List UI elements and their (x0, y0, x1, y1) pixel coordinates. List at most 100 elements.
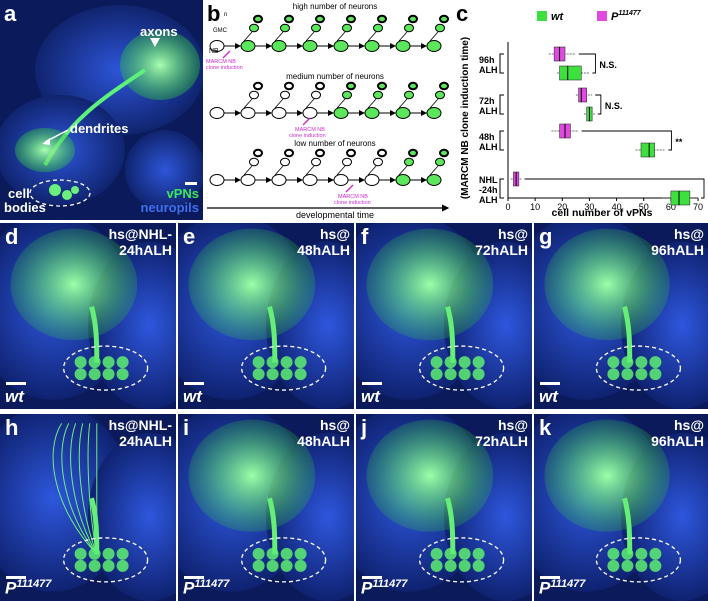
neuron-cell (253, 14, 263, 24)
scale-bar (184, 576, 204, 579)
panel-g-micrograph: g hs@ 96hALH wt (534, 223, 708, 409)
division-arrow (336, 98, 346, 109)
panel-h-image (0, 414, 176, 601)
neuroblast-cell (333, 40, 349, 52)
neuroblast-cell (333, 174, 349, 186)
panel-a-label: a (4, 1, 17, 26)
division-arrow (367, 31, 377, 42)
panel-j-label: j (361, 415, 368, 440)
time-axis-label: developmental time (296, 210, 374, 220)
gmc-cell (404, 23, 414, 33)
neuron-cell (253, 148, 263, 158)
panel-e-label: e (183, 224, 196, 249)
neuroblast-cell (240, 174, 256, 186)
panel-f-image (356, 223, 532, 409)
panel-j-micrograph: j hs@ 72hALH P111477 (356, 414, 532, 601)
cell-body-outline (62, 537, 149, 583)
division-arrow (398, 165, 408, 176)
neuron-cell (377, 14, 387, 24)
panel-b-label: b (207, 1, 221, 26)
division-arrow (274, 98, 284, 109)
gmc-cell (249, 157, 259, 167)
cell-bodies-label-1: cell (8, 186, 30, 201)
neuroblast-cell (302, 107, 318, 119)
legend-p-label: P111477 (611, 10, 642, 23)
group-bracket (499, 130, 504, 151)
neuron-cell (284, 14, 294, 24)
division-arrow (429, 31, 439, 42)
neuron-cell (408, 148, 418, 158)
panel-e-image (178, 223, 354, 409)
genotype-label: wt (5, 387, 24, 406)
x-tick-label: 50 (639, 202, 649, 212)
neuroblast-cell (302, 174, 318, 186)
division-arrow (243, 98, 253, 109)
panel-h-micrograph: h hs@NHL- 24hALH P111477 (0, 414, 176, 601)
gmc-cell (435, 90, 445, 100)
lineage-diagram: high number of neurons medium number of … (206, 2, 450, 220)
division-arrow (274, 165, 284, 176)
heat-shock-timing: hs@ 48hALH (297, 226, 350, 258)
neuron-cell (439, 14, 449, 24)
group-bracket (499, 178, 504, 199)
heat-shock-timing: hs@ 96hALH (651, 226, 704, 258)
neuroblast-cell (209, 174, 225, 186)
genotype-label: P111477 (539, 578, 586, 598)
gmc-cell (280, 23, 290, 33)
genotype-label: P111477 (5, 578, 52, 598)
panel-e-micrograph: e hs@ 48hALH wt (178, 223, 354, 409)
category-label: 96h (479, 55, 495, 65)
division-arrow (305, 98, 315, 109)
neuron-cell (439, 148, 449, 158)
neuroblast-cell (209, 40, 225, 52)
category-label: 48h (479, 132, 495, 142)
neuron-cell (315, 14, 325, 24)
neuroblast-cell (271, 174, 287, 186)
panel-c-label: c (456, 1, 469, 26)
legend-wt-label: wt (551, 11, 565, 23)
panel-i-image (178, 414, 354, 601)
gmc-cell (311, 90, 321, 100)
heat-shock-timing: hs@NHL- 24hALH (108, 226, 172, 258)
y-axis-label: (MARCM NB clone induction time) (460, 37, 471, 199)
panel-d-micrograph: d hs@NHL- 24hALH wt (0, 223, 176, 409)
clone-induction-high-2: clone induction (206, 65, 243, 71)
cell-body-outline (240, 537, 327, 583)
genotype-label: P111477 (361, 578, 408, 598)
division-arrow (274, 31, 284, 42)
neuron-cell (439, 81, 449, 91)
x-tick-label: 0 (505, 202, 510, 212)
gmc-cell (342, 90, 352, 100)
genotype-label: wt (183, 387, 202, 406)
division-arrow (429, 98, 439, 109)
significance-bracket (595, 94, 602, 115)
gmc-cell (342, 157, 352, 167)
neuron-cell (315, 148, 325, 158)
box-wt (559, 65, 582, 81)
n-label: n (224, 12, 227, 18)
scale-bar (6, 382, 26, 385)
division-arrow (243, 31, 253, 42)
legend-p-swatch (597, 11, 607, 21)
gmc-cell (435, 23, 445, 33)
panel-c-chart: c wt P111477 (MARCM NB clone induction t… (453, 0, 708, 220)
heat-shock-timing: hs@NHL- 24hALH (108, 417, 172, 449)
nb-label: NB (209, 48, 219, 55)
clone-induction-med-1: MARCM NB (295, 127, 325, 133)
division-arrow (305, 165, 315, 176)
scale-bar (362, 576, 382, 579)
box-wt (640, 142, 655, 158)
x-tick-label: 20 (557, 202, 567, 212)
panel-b-schematic: b high number of neurons medium number o… (203, 0, 453, 220)
box-wt (670, 190, 691, 206)
cell-body-outline (240, 345, 327, 391)
dendrites-label: dendrites (70, 121, 129, 136)
category-label: 72h (479, 96, 495, 106)
gmc-cell (373, 157, 383, 167)
panel-f-label: f (361, 224, 369, 249)
neuron-cell (377, 148, 387, 158)
neuroblast-cell (240, 40, 256, 52)
scale-bar (185, 182, 197, 185)
neuron-cell (408, 14, 418, 24)
genotype-label: wt (539, 387, 558, 406)
